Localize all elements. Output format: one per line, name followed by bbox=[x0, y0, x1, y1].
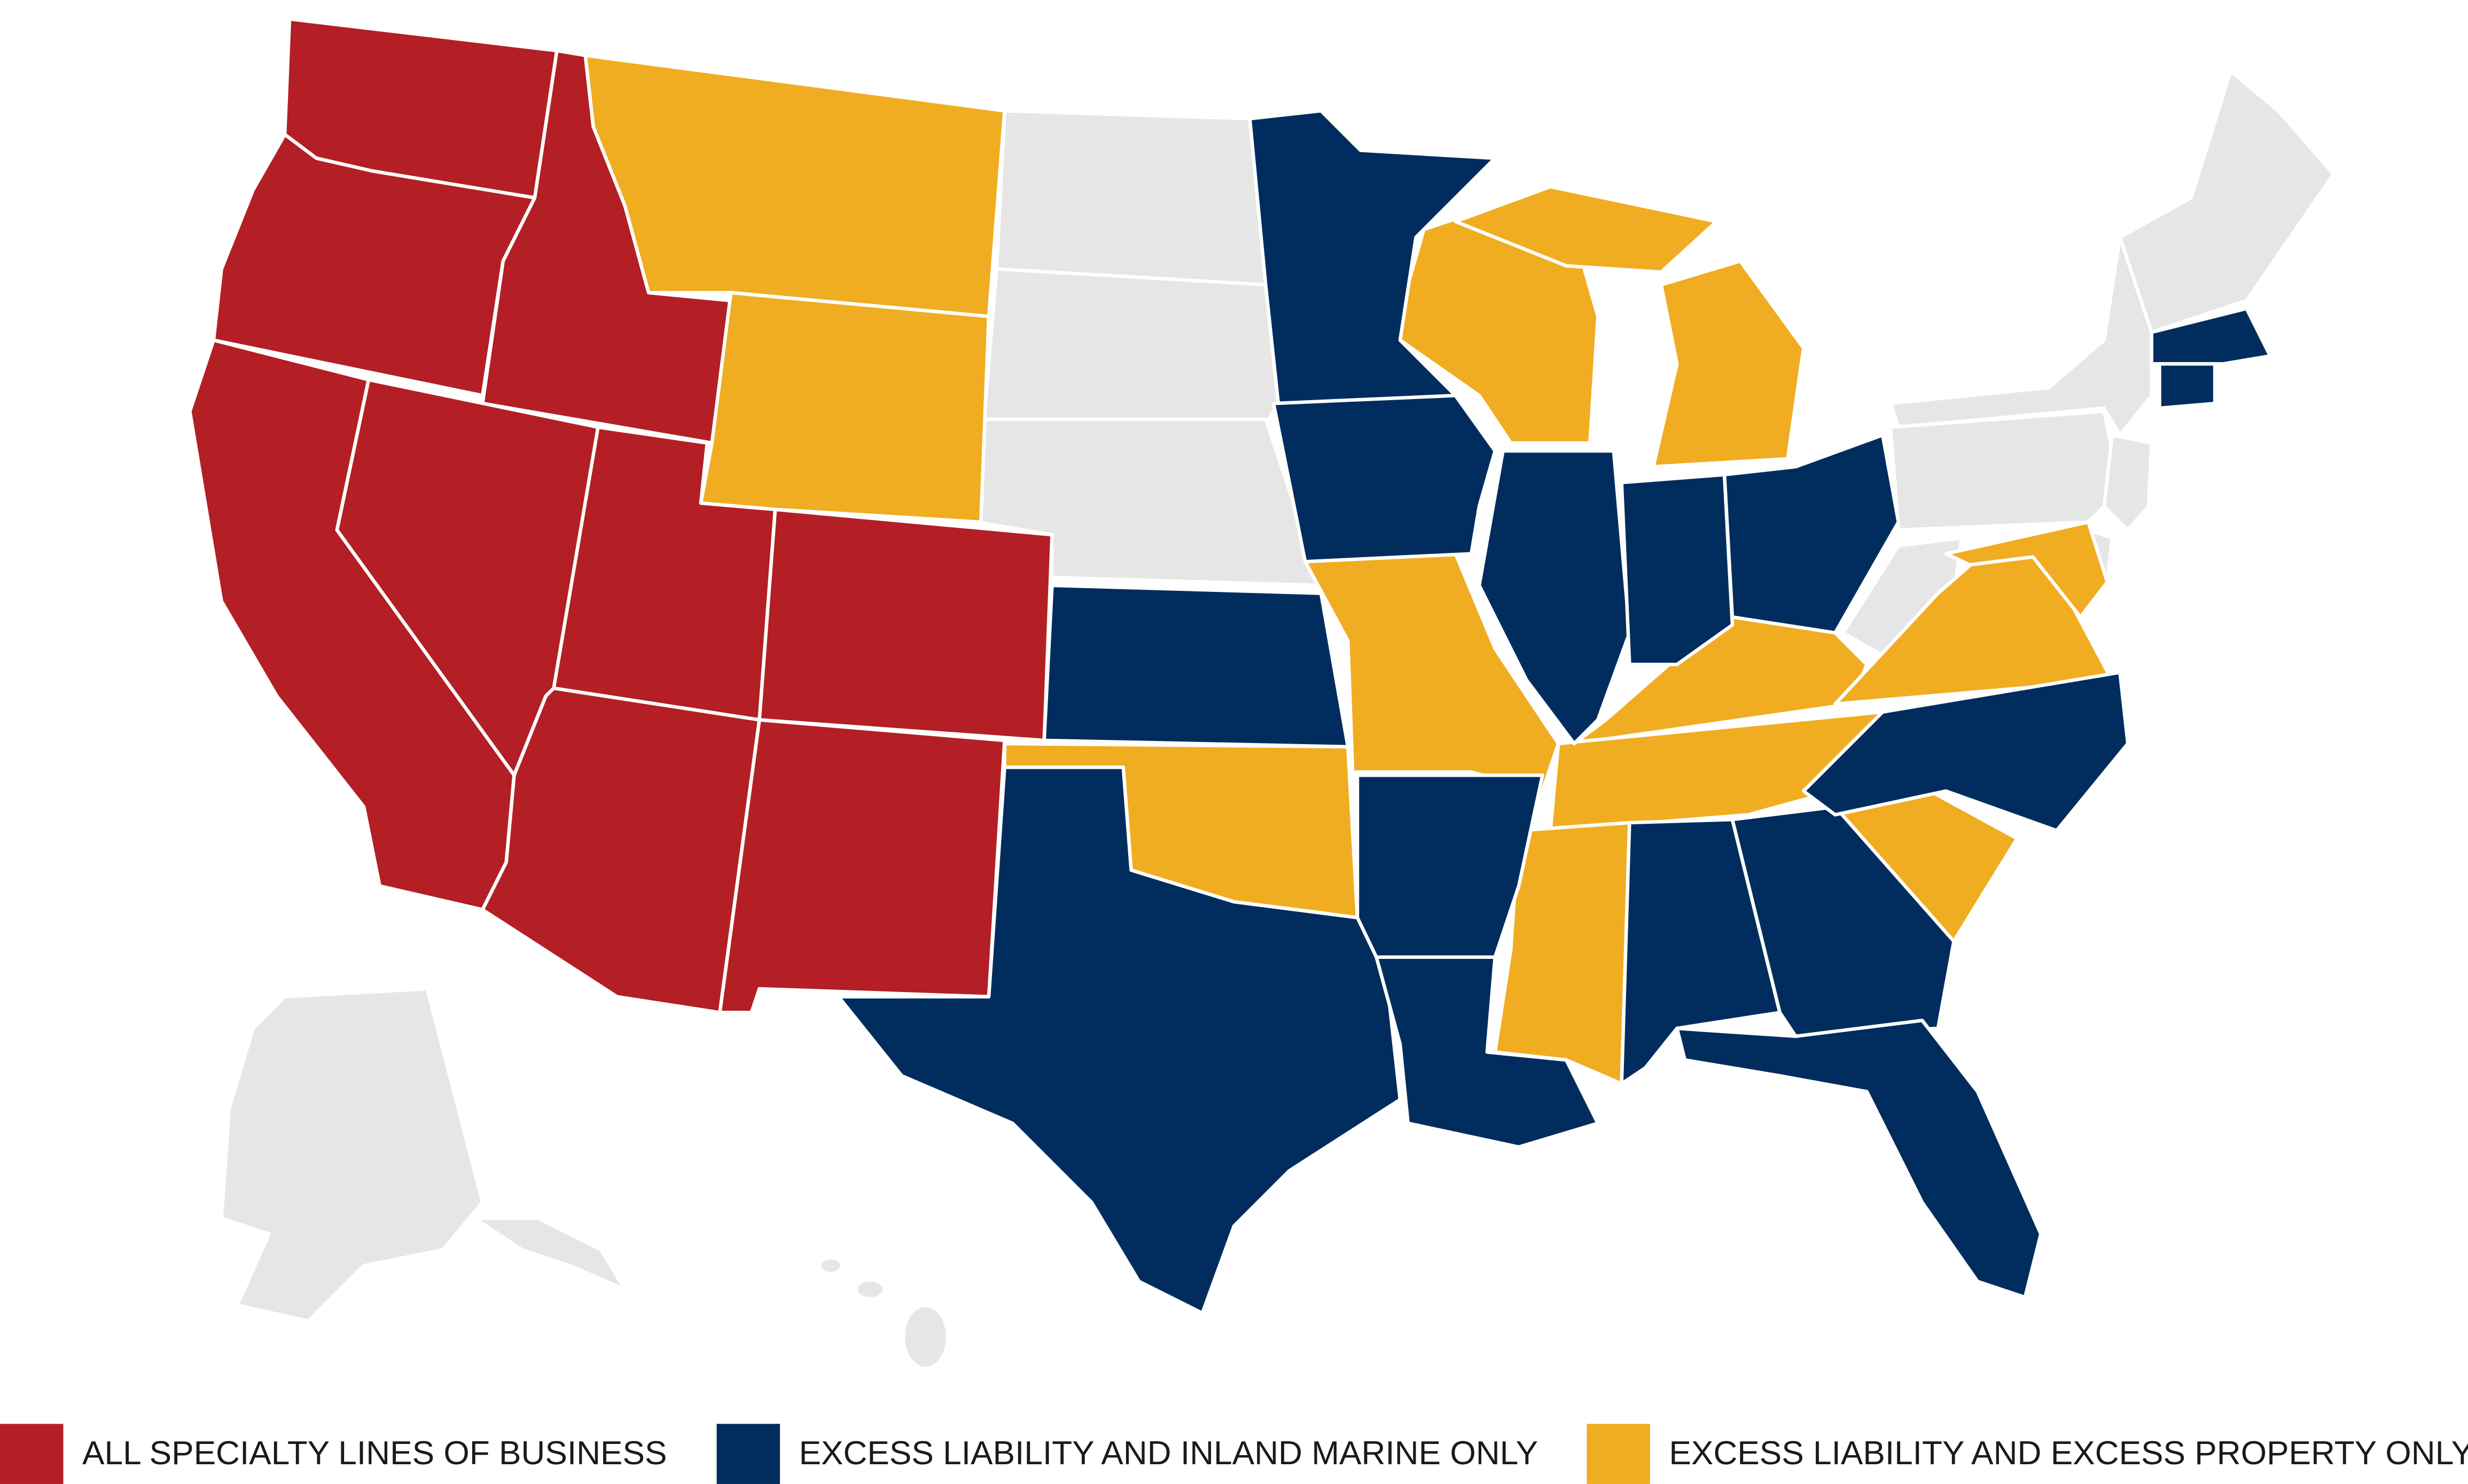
state bbox=[1722, 433, 1901, 635]
state bbox=[699, 291, 991, 524]
state bbox=[1374, 955, 1600, 1149]
legend-swatch bbox=[0, 1424, 64, 1484]
state bbox=[901, 1303, 950, 1371]
state bbox=[1248, 109, 1497, 405]
state bbox=[718, 718, 1006, 1014]
state bbox=[837, 766, 1402, 1315]
state bbox=[1651, 259, 1806, 468]
state bbox=[1620, 473, 1735, 667]
state bbox=[1944, 520, 2110, 619]
state bbox=[982, 267, 1280, 426]
state bbox=[2102, 433, 2153, 532]
state bbox=[1271, 394, 1497, 564]
legend-swatch bbox=[1587, 1424, 1650, 1484]
state bbox=[817, 1256, 844, 1276]
legend-label: ALL SPECIALTY LINES OF BUSINESS bbox=[82, 1435, 667, 1472]
states bbox=[188, 17, 2336, 1371]
state bbox=[1888, 409, 2122, 532]
state bbox=[995, 109, 1268, 287]
state bbox=[583, 53, 1006, 318]
state bbox=[1549, 710, 1885, 833]
legend: ALL SPECIALTY LINES OF BUSINESS EXCESS L… bbox=[0, 1424, 2468, 1484]
state bbox=[1801, 670, 2130, 833]
legend-label: EXCESS LIABILITY AND EXCESS PROPERTY ONL… bbox=[1669, 1435, 2468, 1472]
state bbox=[2150, 307, 2272, 366]
state bbox=[1042, 583, 1350, 749]
state bbox=[2158, 362, 2217, 410]
state bbox=[220, 987, 485, 1323]
state bbox=[854, 1278, 886, 1301]
state bbox=[1454, 185, 1719, 274]
legend-label: EXCESS LIABILITY AND INLAND MARINE ONLY bbox=[799, 1435, 1538, 1472]
state bbox=[1888, 236, 2153, 437]
state bbox=[2118, 69, 2336, 334]
state bbox=[757, 507, 1054, 743]
legend-swatch bbox=[716, 1424, 780, 1484]
state bbox=[1675, 1018, 2043, 1299]
state bbox=[1477, 449, 1631, 746]
state bbox=[1303, 552, 1560, 793]
state bbox=[473, 1216, 627, 1291]
